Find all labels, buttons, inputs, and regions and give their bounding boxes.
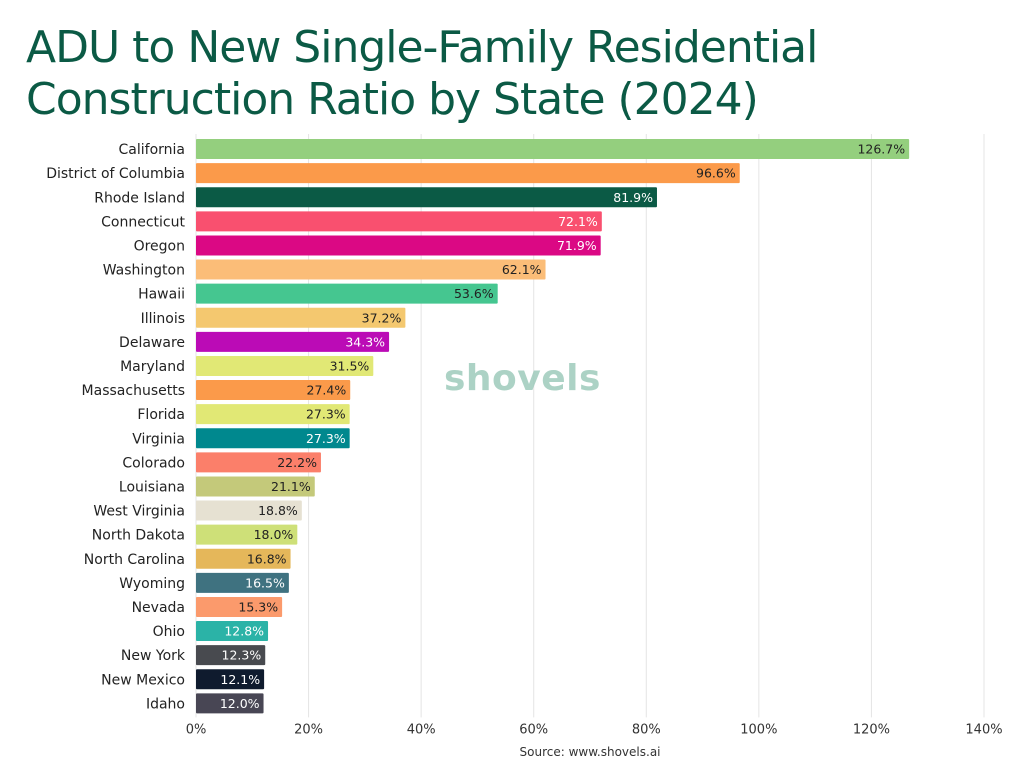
bar-value-label: 21.1% xyxy=(271,479,311,494)
category-label: Rhode Island xyxy=(94,190,185,206)
chart-title-line-2: Construction Ratio by State (2024) xyxy=(26,74,759,125)
category-label: Idaho xyxy=(146,696,185,712)
bar-value-label: 96.6% xyxy=(696,166,736,181)
bar-value-label: 12.3% xyxy=(222,648,262,663)
bar-value-label: 53.6% xyxy=(454,286,494,301)
bar xyxy=(196,500,302,521)
bar-value-label: 22.2% xyxy=(277,455,317,470)
bar xyxy=(196,355,374,376)
bar-value-label: 71.9% xyxy=(557,238,597,253)
chart-title: ADU to New Single-Family Residential Con… xyxy=(26,22,1006,126)
x-tick-label: 0% xyxy=(186,722,207,737)
x-tick-label: 80% xyxy=(632,722,661,737)
bar-value-label: 126.7% xyxy=(857,142,905,157)
bar xyxy=(196,548,291,569)
bar xyxy=(196,307,406,328)
x-tick-label: 120% xyxy=(853,722,890,737)
bar-value-label: 12.0% xyxy=(220,696,260,711)
category-label: Virginia xyxy=(132,431,185,447)
category-label: New Mexico xyxy=(101,672,185,688)
chart-title-line-1: ADU to New Single-Family Residential xyxy=(26,22,818,73)
category-label: Colorado xyxy=(122,455,185,471)
bar-value-label: 12.8% xyxy=(224,624,264,639)
bar xyxy=(196,572,289,593)
bar xyxy=(196,669,265,690)
category-label: North Dakota xyxy=(92,528,185,544)
bar-value-label: 62.1% xyxy=(502,262,542,277)
category-label: Connecticut xyxy=(101,214,185,230)
category-label: California xyxy=(119,142,185,158)
bar-value-label: 31.5% xyxy=(330,358,370,373)
category-label: New York xyxy=(121,648,186,664)
category-label: North Carolina xyxy=(84,552,185,568)
category-label: Nevada xyxy=(132,600,185,616)
bars: 126.7% 96.6% 81.9% 72.1% 71.9% 62.1% 53.6% 37.2… xyxy=(196,139,910,714)
bar xyxy=(196,621,269,642)
x-tick-label: 60% xyxy=(519,722,548,737)
category-label: Massachusetts xyxy=(82,383,185,399)
x-tick-label: 40% xyxy=(407,722,436,737)
bar xyxy=(196,283,498,304)
category-label: West Virginia xyxy=(93,504,185,520)
x-axis-ticks: 0% 20% 40% 60% 80% 100% 120% 140% xyxy=(186,722,1003,737)
bar-value-label: 27.4% xyxy=(307,383,347,398)
bar xyxy=(196,211,602,232)
bar xyxy=(196,139,910,160)
category-label: Wyoming xyxy=(119,576,185,592)
grid-lines xyxy=(195,134,985,718)
bar-value-label: 72.1% xyxy=(558,214,598,229)
bar-value-label: 12.1% xyxy=(220,672,260,687)
x-tick-label: 100% xyxy=(740,722,777,737)
category-label: Ohio xyxy=(153,624,185,640)
category-label: Florida xyxy=(137,407,185,423)
category-label: Illinois xyxy=(141,311,185,327)
x-tick-label: 20% xyxy=(294,722,323,737)
bar xyxy=(196,428,350,449)
bar xyxy=(196,645,266,666)
bar-value-label: 27.3% xyxy=(306,407,346,422)
category-label: Louisiana xyxy=(119,479,185,495)
bar xyxy=(196,259,546,280)
category-labels: California District of Columbia Rhode Isla… xyxy=(46,142,186,712)
bar-value-label: 81.9% xyxy=(613,190,653,205)
bar xyxy=(196,163,740,184)
bar xyxy=(196,331,390,352)
bar xyxy=(196,476,315,497)
shovels-watermark-logo: shovels xyxy=(444,358,601,399)
bar xyxy=(196,235,601,256)
bar-value-label: 18.8% xyxy=(258,503,298,518)
category-label: Maryland xyxy=(120,359,185,375)
bar-value-label: 34.3% xyxy=(345,334,385,349)
bar xyxy=(196,596,283,617)
category-label: Hawaii xyxy=(138,287,185,303)
bar-value-label: 15.3% xyxy=(238,599,278,614)
category-label: Washington xyxy=(103,263,185,279)
category-label: Oregon xyxy=(134,238,185,254)
bar xyxy=(196,380,351,401)
bar xyxy=(196,452,321,473)
category-label: District of Columbia xyxy=(46,166,185,182)
bar xyxy=(196,524,298,545)
bar-value-label: 37.2% xyxy=(362,310,402,325)
bar-value-label: 18.0% xyxy=(254,527,294,542)
bar xyxy=(196,404,350,425)
bar xyxy=(196,693,264,714)
bar-value-label: 16.8% xyxy=(247,551,287,566)
bar xyxy=(196,187,657,208)
source-note: Source: www.shovels.ai xyxy=(519,745,661,759)
bar-value-label: 27.3% xyxy=(306,431,346,446)
bar-value-label: 16.5% xyxy=(245,575,285,590)
category-label: Delaware xyxy=(119,335,185,351)
x-tick-label: 140% xyxy=(965,722,1002,737)
